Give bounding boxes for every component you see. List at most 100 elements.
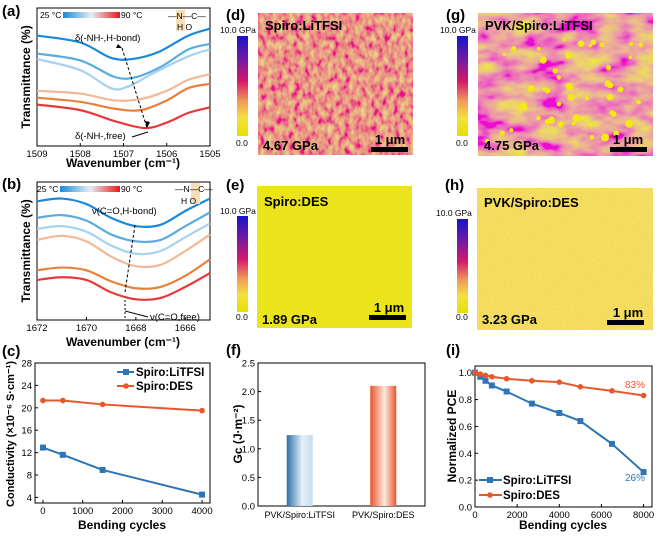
spectrum-line-2: [36, 222, 211, 256]
x-tick-label: 1668: [125, 323, 146, 334]
afm-grain: [562, 38, 566, 42]
colorbar-d: [237, 36, 248, 136]
data-point-square: [528, 400, 535, 407]
series-group-b: [36, 197, 211, 301]
legend-text-des-i: Spiro:DES: [503, 490, 560, 502]
x-tick-label: 0: [472, 510, 477, 521]
x-tick-label: 1672: [26, 323, 47, 334]
data-point-diamond: [577, 384, 584, 390]
spectrum-line-1: [36, 42, 211, 80]
series-group-a: [36, 27, 211, 130]
data-point-square: [488, 382, 495, 389]
afm-grain: [519, 102, 528, 111]
y-tick-label: 0.2: [459, 476, 472, 487]
afm-grain: [588, 43, 592, 48]
y-tick-label: 4: [27, 493, 32, 504]
shift-arrow-b: [124, 224, 136, 293]
scalebar-d: [371, 147, 408, 152]
y-tick-label: 0.0: [242, 502, 255, 513]
y-tick-label: 1.5: [242, 416, 255, 427]
legend-i: Spiro:LiTFSI Spiro:DES: [479, 475, 571, 502]
molecule-bottom-b: H O: [181, 196, 197, 206]
colorbar-top-label-e: 10.0 GPa: [220, 206, 256, 216]
afm-grain: [638, 42, 644, 48]
afm-texture-d: [258, 13, 413, 155]
data-point-square: [59, 451, 66, 458]
afm-grain: [584, 96, 589, 101]
afm-grain: [606, 93, 614, 101]
afm-grain: [601, 133, 610, 142]
series-group-c: [39, 397, 206, 498]
molecule-inset-b: —N—C— H O: [175, 183, 213, 206]
spectrum-line-5: [36, 272, 211, 301]
panel-label-f: (f): [226, 342, 241, 359]
panel-label-e: (e): [226, 177, 244, 194]
data-point-diamond: [503, 375, 510, 382]
spectrum-line-5: [36, 103, 211, 130]
spectrum-line-3: [36, 73, 211, 102]
scalebar-label-h: 1 μm: [613, 305, 643, 320]
temp-gradient-bar-a: [63, 12, 120, 18]
data-point-diamond: [199, 407, 205, 414]
panel-label-h: (h): [445, 177, 464, 194]
annotation-co-hbond: ν(C=O,H-bond): [92, 206, 157, 217]
spectrum-line-4: [36, 82, 211, 112]
panel-label-i: (i): [446, 342, 460, 359]
y-tick-label: 12: [21, 448, 32, 459]
panel-e-afm: (e) 10.0 GPa 0.0 Spiro:DES 1.89 GPa 1 μm: [220, 177, 412, 328]
x-tick-label: 4000: [549, 510, 570, 521]
spectrum-line-1: [36, 211, 211, 244]
y-tick-label: 20: [21, 403, 32, 414]
temp-low-b: 25 °C: [37, 184, 58, 194]
legend-marker-litfsi-c: [123, 369, 129, 375]
afm-grain: [557, 121, 564, 128]
y-tick-label: 0.0: [459, 503, 472, 514]
temp-low-a: 25 °C: [40, 10, 61, 20]
afm-grain: [509, 128, 514, 133]
x-ticks-a: 1509 1508 1507 1506 1505: [26, 143, 221, 160]
afm-grains-g: [485, 38, 644, 143]
data-point-square: [482, 377, 489, 384]
x-tick-label: 8000: [633, 510, 654, 521]
panel-h-afm: (h) 10.0 GPa 0.0 PVK/Spiro:DES 3.23 GPa …: [436, 177, 653, 330]
axes-f: 0.0 0.5 1.0 1.5 2.0 2.5 PVK/Spiro:LiTFSI PVK/Sp…: [242, 359, 415, 521]
panel-d-afm: (d) 10.0 GPa 0.0 Spiro:LiTFSI 4.67 GPa 1…: [220, 7, 413, 155]
colorbar-e: [237, 216, 248, 312]
colorbar-g: [457, 36, 468, 136]
y-tick-label: 24: [21, 381, 32, 392]
temp-high-a: 90 °C: [121, 10, 142, 20]
data-point-diamond: [529, 377, 535, 384]
annotation-nh-hbond: δ(-NH-,H-bond): [75, 33, 140, 44]
afm-grain: [572, 114, 581, 123]
arrowhead-a-down: [145, 121, 150, 128]
bar-0: [286, 435, 313, 506]
plot-frame-b: [36, 181, 211, 321]
afm-grain: [510, 45, 517, 52]
bar-1: [370, 385, 397, 506]
afm-grain: [565, 82, 573, 91]
y-tick-label: 16: [21, 426, 32, 437]
data-point-diamond: [60, 397, 66, 404]
y-tick-label: 0.6: [459, 422, 472, 433]
molecule-top-a: —N—C—: [168, 11, 206, 21]
series-line-1: [42, 399, 203, 412]
afm-grain: [577, 40, 585, 47]
data-point-diamond: [489, 373, 495, 380]
afm-grain: [590, 39, 597, 46]
y-tick-label: 2.5: [242, 359, 255, 370]
molecule-inset-a: —N—C— H O: [168, 10, 206, 32]
x-tick-label: 3000: [152, 506, 173, 517]
legend-c: Spiro:LiTFSI Spiro:DES: [117, 367, 204, 393]
afm-grain: [502, 52, 507, 56]
x-tick-label: 1666: [175, 323, 196, 334]
legend-marker-des-i: [487, 492, 493, 498]
afm-grain: [539, 56, 547, 64]
y-axis-label-c: Conductivity (×10⁻⁶ S·cm⁻¹): [5, 361, 17, 507]
series-group-i: [472, 369, 647, 476]
data-point-diamond: [99, 401, 106, 408]
scalebar-h: [607, 320, 644, 325]
nh-highlight: [176, 10, 185, 31]
afm-grain: [552, 68, 559, 74]
data-point-square: [503, 388, 510, 395]
data-point-square: [99, 466, 106, 473]
